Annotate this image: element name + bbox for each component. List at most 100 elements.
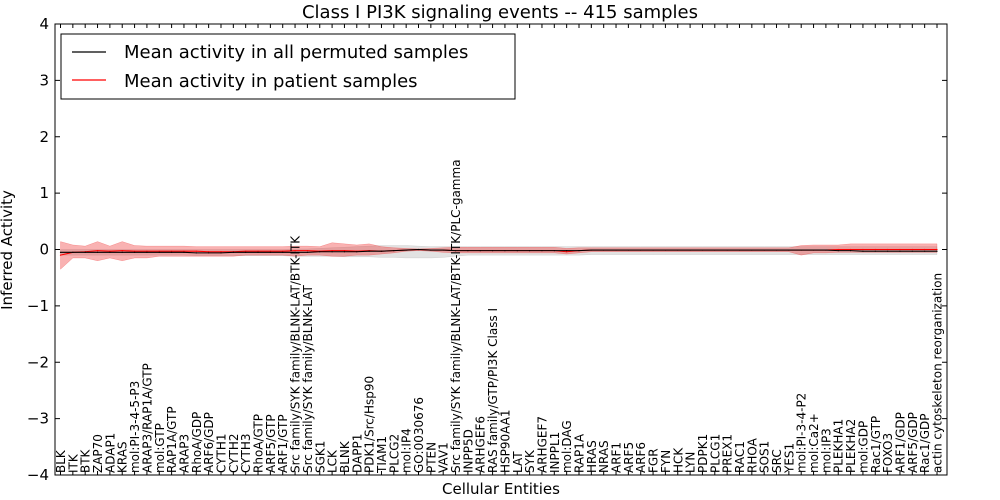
x-tick-label: mol:IP4 [400,428,414,473]
line-permuted [60,248,937,254]
point-permuted [442,249,444,251]
point-patient [245,250,247,252]
point-permuted [84,251,86,253]
x-tick-label: LAT [511,451,525,473]
x-tick-label: LYN [684,452,698,473]
point-permuted [775,249,778,251]
point-permuted [911,250,913,252]
point-permuted [825,249,827,251]
point-patient [924,248,926,251]
x-tick-label: INPPL1 [548,432,562,473]
x-tick-label: ARHGEF7 [535,416,549,473]
point-permuted [269,251,271,253]
point-permuted [467,250,469,252]
x-tick-label: NRAS [597,440,611,473]
point-patient [911,248,913,251]
point-permuted [491,250,494,252]
point-permuted [664,249,667,251]
x-tick-label: KRAS [116,441,130,473]
x-tick-label: mol:PI-3-4-P2 [795,393,809,473]
y-axis: −4 −3 −2 −1 0 1 2 3 4 [27,15,947,484]
point-permuted [133,251,136,253]
point-patient [331,250,333,252]
legend-label-patient: Mean activity in patient samples [124,71,418,92]
x-tick-label: PTEN [424,442,438,473]
x-tick-label: ZAP70 [91,434,105,473]
x-tick-label: ARF1 [610,442,624,473]
x-tick-label: CYTH2 [227,433,241,473]
x-tick-label: Rac1/GDP [918,414,932,473]
x-tick-label: BLK [54,449,68,473]
x-tick-label: RAS family/GTP/PI3K Class I [486,308,500,473]
x-tick-label: mol:GTP [153,423,167,473]
point-permuted [72,251,74,253]
x-tick-label: FOXO3 [881,433,895,473]
point-patient [121,250,123,252]
x-tick-label: RhoA/GTP [252,414,266,473]
point-permuted [417,248,420,251]
point-patient [862,248,864,251]
x-tick-label: RAP1A/GTP [165,406,179,473]
x-tick-label: BLNK [338,440,352,473]
x-tick-label: PREX1 [721,434,735,473]
y-tick-label: −4 [27,466,49,484]
point-permuted [738,249,741,251]
x-axis-label: Cellular Entities [442,480,560,498]
point-patient [566,251,568,253]
point-permuted [195,252,197,254]
x-tick-label: CYTH1 [214,434,228,474]
y-axis-label: Inferred Activity [0,190,16,310]
x-tick-label: PDPK1 [696,434,710,473]
point-permuted [862,250,864,252]
point-patient [887,248,889,251]
point-permuted [343,251,346,253]
legend-label-permuted: Mean activity in all permuted samples [124,42,468,63]
x-tick-label: Src family/SYK family/BLNK-LAT/BTK-ITK [289,235,303,473]
point-patient [936,248,938,251]
point-permuted [356,251,358,253]
x-tick-label: ARF6 [634,442,648,473]
point-permuted [837,250,839,252]
x-tick-label: SGK1 [313,441,327,473]
x-tick-label: ARF1/GTP [276,414,290,473]
x-tick-label: RAP1A [572,433,586,473]
point-permuted [171,251,173,253]
point-permuted [899,250,901,252]
point-permuted [430,249,432,251]
x-tick-label: GO:0030676 [412,397,426,473]
x-tick-label: RAC1 [733,441,747,473]
point-patient [171,250,173,252]
point-permuted [788,249,790,251]
point-permuted [220,252,222,254]
point-patient [208,251,210,253]
x-tick-label: RhoA/GDP [190,412,204,473]
point-permuted [245,251,247,253]
x-tick-label: YES1 [782,443,796,474]
x-tick-label: CYTH3 [239,434,253,474]
y-tick-label: −2 [27,353,49,371]
point-permuted [306,251,308,253]
point-patient [874,248,876,251]
x-tick-label: Src family/SYK family/BLNK-LAT/BTK-ITK/P… [449,159,463,473]
x-tick-label: mol:DAG [560,420,574,473]
point-permuted [183,251,185,253]
point-permuted [516,250,518,252]
x-tick-label: ARAP3/RAP1A/GTP [140,363,154,473]
point-permuted [96,251,99,253]
point-permuted [529,250,531,252]
point-patient [282,250,284,252]
x-tick-labels: BLKITKBTKZAP70ADAP1KRASmol:PI-3-4-5-P3AR… [54,24,945,475]
x-tick-label: ARF1/GDP [893,412,907,473]
point-permuted [59,251,62,253]
point-permuted [319,251,321,253]
point-patient [133,250,136,252]
point-patient [899,248,901,251]
point-permuted [714,249,716,251]
x-tick-label: ARF5/GTP [264,414,278,473]
confidence-bands [60,241,938,270]
plot-frame [54,23,948,476]
point-patient [183,250,185,252]
x-tick-label: ARF6/GDP [202,412,216,473]
point-permuted [331,251,333,253]
x-tick-label: RHOA [745,437,759,473]
